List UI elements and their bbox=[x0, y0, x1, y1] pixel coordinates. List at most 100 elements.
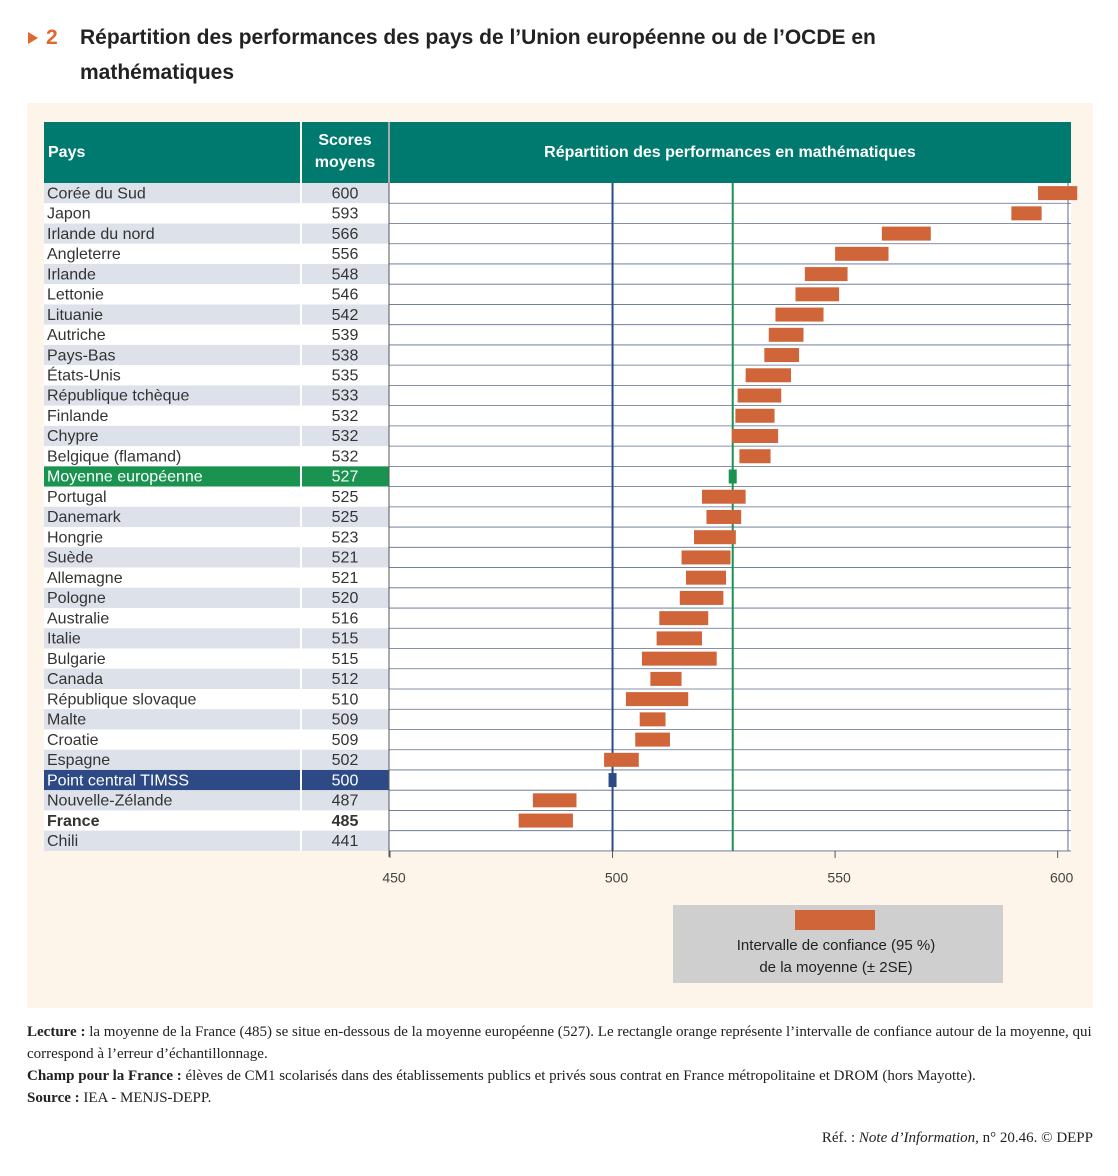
row-background bbox=[44, 284, 389, 305]
score: 548 bbox=[332, 266, 359, 283]
row-background bbox=[44, 668, 389, 689]
legend-text: Intervalle de confiance (95 %) bbox=[737, 937, 935, 954]
row-background bbox=[44, 344, 389, 366]
row-label: Espagne bbox=[47, 752, 110, 769]
score: 487 bbox=[332, 793, 359, 810]
row-background bbox=[44, 243, 389, 264]
point-marker bbox=[728, 469, 737, 484]
row-background bbox=[44, 830, 389, 851]
title-marker bbox=[28, 32, 38, 44]
score: 538 bbox=[332, 347, 359, 364]
row-label: États-Unis bbox=[47, 365, 121, 384]
note: Lecture : la moyenne de la France (485) … bbox=[27, 1021, 1093, 1065]
x-tick-label: 500 bbox=[605, 870, 629, 886]
row-label: Bulgarie bbox=[47, 651, 106, 668]
row-label: Hongrie bbox=[47, 529, 103, 546]
row-label: Irlande bbox=[47, 266, 96, 283]
row-label: Japon bbox=[47, 206, 91, 223]
confidence-interval bbox=[804, 267, 848, 282]
note-text: élèves de CM1 scolarisés dans des établi… bbox=[185, 1068, 976, 1084]
confidence-interval bbox=[681, 550, 731, 565]
score: 593 bbox=[332, 206, 359, 223]
row-label: République slovaque bbox=[47, 691, 197, 708]
row-background bbox=[44, 486, 389, 507]
confidence-interval bbox=[532, 793, 577, 808]
reference: Réf. : Note d’Information, n° 20.46. © D… bbox=[822, 1130, 1093, 1147]
row-label: Portugal bbox=[47, 489, 107, 506]
note-text: la moyenne de la France (485) se situe e… bbox=[27, 1024, 1092, 1062]
confidence-interval bbox=[764, 348, 800, 363]
confidence-interval bbox=[659, 611, 709, 626]
row-background bbox=[44, 587, 389, 609]
row-label: Point central TIMSS bbox=[47, 772, 189, 789]
score: 566 bbox=[332, 226, 359, 243]
confidence-interval bbox=[1011, 206, 1042, 221]
row-background bbox=[44, 263, 389, 285]
row-background bbox=[44, 567, 389, 588]
score: 600 bbox=[332, 185, 359, 202]
row-background bbox=[44, 749, 389, 770]
row-label: Allemagne bbox=[47, 570, 123, 587]
confidence-interval bbox=[625, 692, 689, 707]
row-background bbox=[44, 405, 389, 426]
legend-text: de la moyenne (± 2SE) bbox=[759, 959, 912, 976]
row-background bbox=[44, 689, 389, 710]
row-background bbox=[44, 203, 389, 224]
score: 520 bbox=[332, 590, 359, 607]
row-label: Danemark bbox=[47, 509, 122, 526]
row-label: Irlande du nord bbox=[47, 226, 155, 243]
note-text: IEA - MENJS-DEPP. bbox=[83, 1090, 212, 1106]
row-background bbox=[44, 790, 389, 811]
score: 525 bbox=[332, 509, 359, 526]
note-label: Source : bbox=[27, 1090, 80, 1106]
row-label: Croatie bbox=[47, 732, 99, 749]
note-label: Lecture : bbox=[27, 1024, 86, 1040]
note-label: Champ pour la France : bbox=[27, 1068, 182, 1084]
row-background bbox=[44, 304, 389, 325]
x-tick-label: 600 bbox=[1050, 870, 1074, 886]
row-background bbox=[44, 527, 389, 548]
score: 532 bbox=[332, 448, 359, 465]
score: 546 bbox=[332, 287, 359, 304]
confidence-interval bbox=[735, 408, 775, 423]
confidence-interval bbox=[706, 509, 742, 524]
legend-swatch bbox=[795, 910, 875, 930]
confidence-interval bbox=[768, 327, 804, 342]
row-label: Autriche bbox=[47, 327, 106, 344]
score: 512 bbox=[332, 671, 359, 688]
chart: Pays Scores moyens Répartition des performa… bbox=[27, 103, 1093, 1008]
score: 521 bbox=[332, 550, 359, 567]
row-label: Lituanie bbox=[47, 307, 103, 324]
score: 441 bbox=[332, 833, 359, 850]
row-background bbox=[44, 709, 389, 730]
score: 556 bbox=[332, 246, 359, 263]
row-background bbox=[44, 425, 389, 447]
x-tick-label: 450 bbox=[382, 870, 406, 886]
confidence-interval bbox=[656, 631, 703, 646]
score: 515 bbox=[332, 631, 359, 648]
column-header: Scores moyens bbox=[315, 132, 376, 171]
row-label: Nouvelle-Zélande bbox=[47, 793, 173, 810]
row-background bbox=[44, 446, 389, 467]
ref-title: Note d’Information, bbox=[858, 1130, 979, 1146]
row-label: Italie bbox=[47, 631, 81, 648]
row-label: Pays-Bas bbox=[47, 347, 115, 364]
confidence-interval bbox=[641, 651, 717, 666]
point-marker bbox=[608, 773, 617, 788]
note: Source : IEA - MENJS-DEPP. bbox=[27, 1087, 1093, 1109]
confidence-interval bbox=[1038, 186, 1078, 201]
row-label: Canada bbox=[47, 671, 103, 688]
row-background bbox=[44, 324, 389, 345]
score: 525 bbox=[332, 489, 359, 506]
row-label: Malte bbox=[47, 712, 86, 729]
row-background bbox=[44, 223, 389, 244]
row-label: France bbox=[47, 813, 100, 830]
confidence-interval bbox=[518, 813, 573, 828]
score: 510 bbox=[332, 691, 359, 708]
confidence-interval bbox=[604, 752, 639, 767]
confidence-interval bbox=[881, 226, 931, 241]
confidence-interval bbox=[679, 590, 724, 605]
row-background bbox=[44, 466, 389, 487]
row-background bbox=[44, 608, 389, 629]
